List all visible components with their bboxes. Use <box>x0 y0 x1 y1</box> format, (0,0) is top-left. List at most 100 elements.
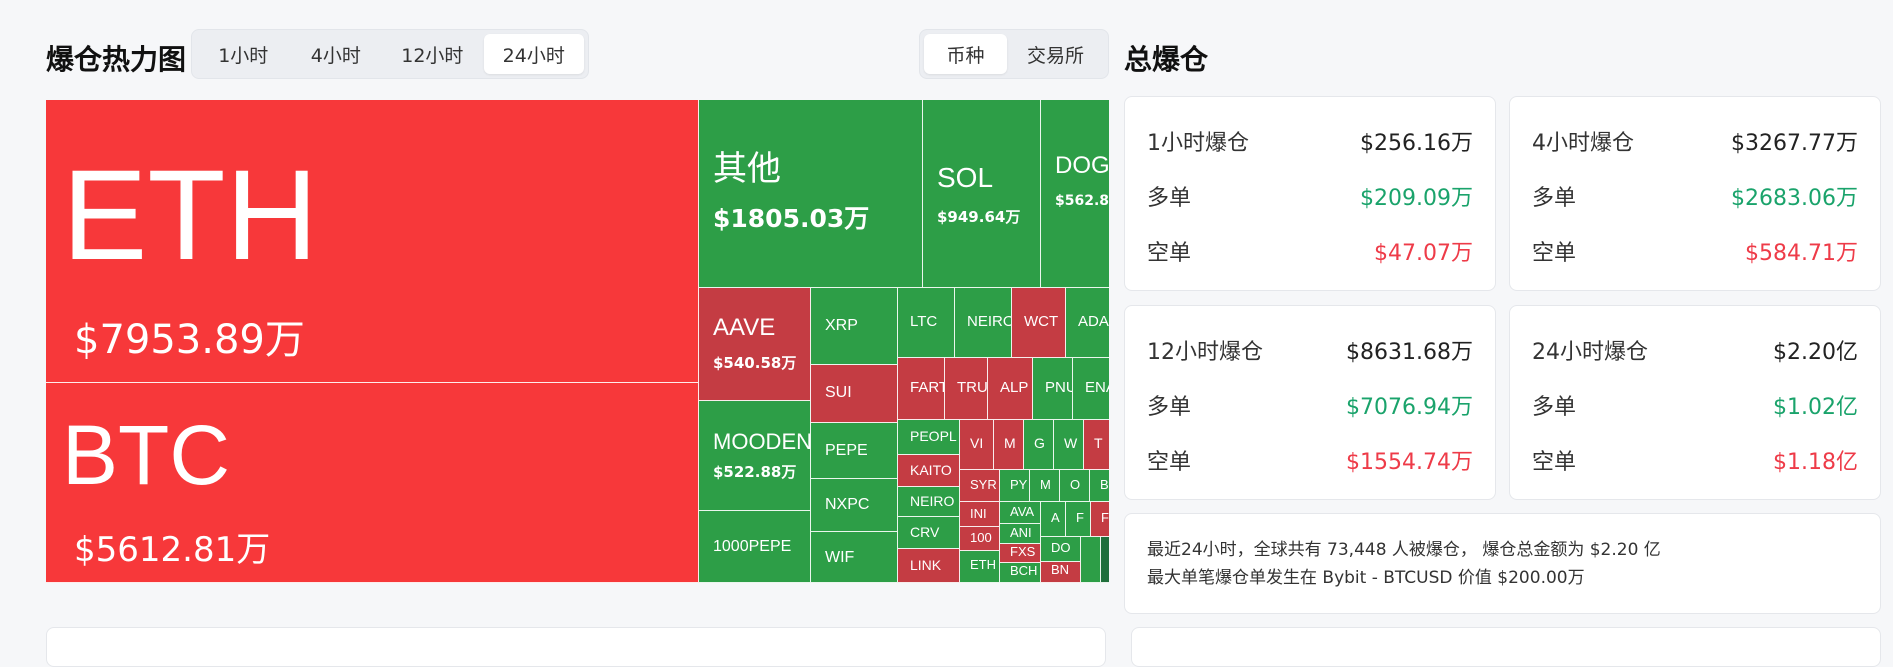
long-label: 多单 <box>1532 186 1577 211</box>
tile-symbol: BCH <box>1010 563 1038 578</box>
heatmap-tile-nxpc-11[interactable]: NXPC <box>811 479 898 532</box>
heatmap-tile-ini-35[interactable]: INI <box>960 502 1000 527</box>
summary-card: 最近24小时，全球共有 73,448 人被爆仓， 爆仓总金额为 $2.20 亿 … <box>1124 513 1881 614</box>
heatmap-tile-o-32[interactable]: O <box>1060 470 1090 502</box>
long-value: $209.09万 <box>1360 186 1473 211</box>
heatmap-tile-eth-0[interactable]: ETH $7953.89万 <box>46 100 699 383</box>
heatmap-tile-moodeng-6[interactable]: MOODENG $522.88万 <box>699 401 811 511</box>
long-label: 多单 <box>1147 395 1192 420</box>
heatmap-tile-unlabeled-50[interactable] <box>1101 537 1109 583</box>
card-label: 12小时爆仓 <box>1147 340 1263 365</box>
tile-symbol: BTC <box>62 408 230 502</box>
heatmap-tile-wct-15[interactable]: WCT <box>1012 288 1066 358</box>
tile-value: $1805.03万 <box>713 204 870 233</box>
tile-symbol: ENA <box>1085 379 1109 396</box>
heatmap-tile-ava-36[interactable]: AVA <box>1000 502 1041 524</box>
heatmap-title: 爆仓热力图 <box>46 43 187 76</box>
heatmap-tile-py-30[interactable]: PY <box>1000 470 1030 502</box>
card-total: $3267.77万 <box>1731 131 1858 156</box>
tile-symbol: AVA <box>1010 504 1035 519</box>
heatmap-tile-bch-47[interactable]: BCH <box>1000 563 1041 583</box>
tile-symbol: BN <box>1051 562 1070 577</box>
tab-12h[interactable]: 12小时 <box>401 44 464 67</box>
tile-symbol: WIF <box>825 549 855 566</box>
bottom-panel-left <box>46 627 1106 667</box>
card-24h: 24小时爆仓 $2.20亿 多单 $1.02亿 空单 $1.18亿 <box>1509 305 1881 500</box>
long-value: $7076.94万 <box>1346 395 1473 420</box>
heatmap-tile-doge-4[interactable]: DOGE $562.86万 <box>1041 100 1109 288</box>
group-by-tabs: 币种 交易所 <box>919 29 1109 79</box>
short-label: 空单 <box>1532 241 1577 266</box>
long-label: 多单 <box>1532 395 1577 420</box>
heatmap-tile-bn-48[interactable]: BN <box>1041 562 1081 583</box>
card-1h: 1小时爆仓 $256.16万 多单 $209.09万 空单 $47.07万 <box>1124 96 1496 291</box>
tile-symbol: M <box>1040 477 1051 492</box>
tile-value: $949.64万 <box>937 208 1021 226</box>
heatmap-tile-w-26[interactable]: W <box>1054 420 1084 470</box>
tab-4h[interactable]: 4小时 <box>310 44 361 67</box>
heatmap-tile---2[interactable]: 其他 $1805.03万 <box>699 100 923 288</box>
heatmap-tile-fxs-43[interactable]: FXS <box>1000 544 1041 563</box>
heatmap-tile-pepe-10[interactable]: PEPE <box>811 423 898 479</box>
heatmap-tile-tru-18[interactable]: TRU <box>945 358 988 420</box>
tile-symbol: VI <box>970 435 984 451</box>
tab-24h[interactable]: 24小时 <box>483 34 584 74</box>
tile-symbol: NEIRO <box>910 493 955 509</box>
tile-symbol: ANI <box>1010 525 1032 540</box>
heatmap-tile-aave-5[interactable]: AAVE $540.58万 <box>699 288 811 401</box>
heatmap-tile-unlabeled-49[interactable] <box>1081 537 1101 583</box>
heatmap-tile-kaito-28[interactable]: KAITO <box>898 455 960 487</box>
tile-symbol: PEOPL <box>910 428 957 444</box>
heatmap-tile-alp-19[interactable]: ALP <box>988 358 1033 420</box>
heatmap-tile-m-31[interactable]: M <box>1030 470 1060 502</box>
heatmap-tile-b-33[interactable]: B <box>1090 470 1109 502</box>
card-label: 24小时爆仓 <box>1532 340 1648 365</box>
heatmap-tile-fart-17[interactable]: FART <box>898 358 945 420</box>
tile-symbol: W <box>1064 435 1078 451</box>
tile-symbol: ADA <box>1078 313 1109 330</box>
heatmap-tile-100-41[interactable]: 100 <box>960 527 1000 551</box>
heatmap-tile-sol-3[interactable]: SOL $949.64万 <box>923 100 1041 288</box>
heatmap-tile-eth-46[interactable]: ETH <box>960 551 1000 583</box>
tab-exchange[interactable]: 交易所 <box>1027 44 1085 67</box>
heatmap-tile-xrp-8[interactable]: XRP <box>811 288 898 365</box>
heatmap-tile-peopl-22[interactable]: PEOPL <box>898 420 960 455</box>
heatmap-tile-ltc-13[interactable]: LTC <box>898 288 955 358</box>
heatmap-tile-btc-1[interactable]: BTC $5612.81万 <box>46 383 699 583</box>
card-4h: 4小时爆仓 $3267.77万 多单 $2683.06万 空单 $584.71万 <box>1509 96 1881 291</box>
tile-symbol: O <box>1070 477 1081 492</box>
bottom-panel-right <box>1131 627 1881 667</box>
short-label: 空单 <box>1532 450 1577 475</box>
card-12h: 12小时爆仓 $8631.68万 多单 $7076.94万 空单 $1554.74万 <box>1124 305 1496 500</box>
tab-1h[interactable]: 1小时 <box>218 44 269 67</box>
heatmap-tile-link-45[interactable]: LINK <box>898 549 960 583</box>
tile-symbol: INI <box>970 506 987 521</box>
heatmap-tile-1000pepe-7[interactable]: 1000PEPE <box>699 511 811 583</box>
heatmap-tile-ani-42[interactable]: ANI <box>1000 524 1041 544</box>
heatmap-tile-ena-21[interactable]: ENA <box>1073 358 1109 420</box>
tile-symbol: WCT <box>1024 313 1059 330</box>
heatmap-tile-vi-23[interactable]: VI <box>960 420 994 470</box>
heatmap-tile-ada-16[interactable]: ADA <box>1066 288 1109 358</box>
heatmap-tile-neiro-34[interactable]: NEIRO <box>898 487 960 517</box>
heatmap-tile-f-38[interactable]: F <box>1066 502 1091 537</box>
tile-symbol: M <box>1004 435 1016 451</box>
tile-symbol: ETH <box>970 557 996 572</box>
tile-symbol: KAITO <box>910 462 952 478</box>
heatmap-tile-g-25[interactable]: G <box>1024 420 1054 470</box>
tile-symbol: B <box>1100 477 1109 492</box>
heatmap-tile-t-27[interactable]: T <box>1084 420 1109 470</box>
heatmap-tile-crv-40[interactable]: CRV <box>898 517 960 549</box>
tab-coin[interactable]: 币种 <box>924 34 1008 74</box>
heatmap-tile-syr-29[interactable]: SYR <box>960 470 1000 502</box>
heatmap-tile-do-44[interactable]: DO <box>1041 537 1081 562</box>
tile-symbol: AAVE <box>713 314 776 341</box>
heatmap-tile-m-24[interactable]: M <box>994 420 1024 470</box>
heatmap-tile-pnu-20[interactable]: PNU <box>1033 358 1073 420</box>
heatmap-tile-wif-12[interactable]: WIF <box>811 532 898 583</box>
heatmap-tile-sui-9[interactable]: SUI <box>811 365 898 423</box>
card-total: $256.16万 <box>1360 131 1473 156</box>
heatmap-tile-a-37[interactable]: A <box>1041 502 1066 537</box>
heatmap-tile-neiro-14[interactable]: NEIRO <box>955 288 1012 358</box>
heatmap-tile-f-39[interactable]: F <box>1091 502 1109 537</box>
